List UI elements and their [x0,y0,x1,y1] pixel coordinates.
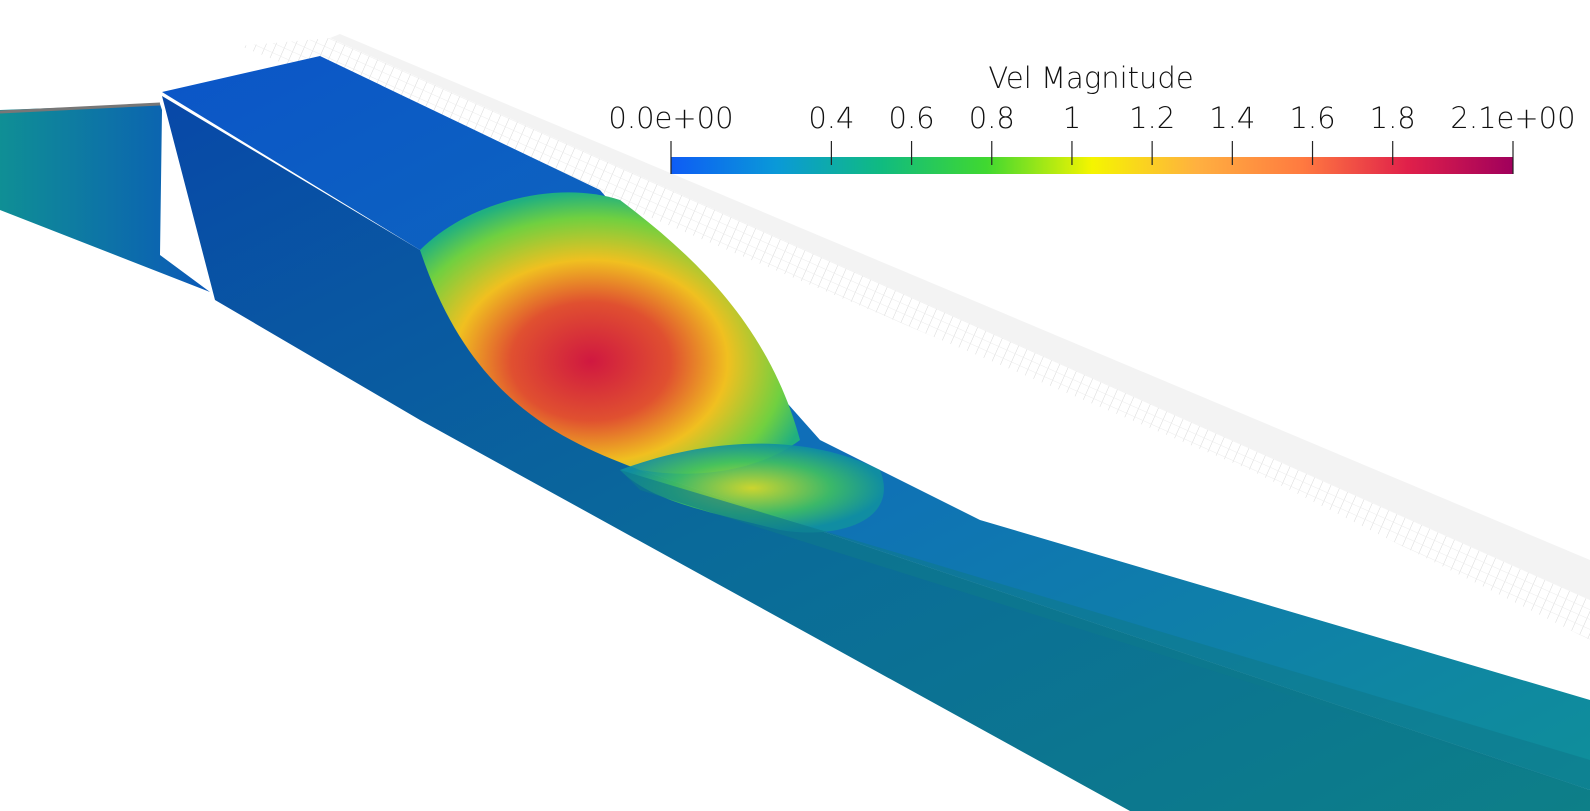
mesh-edge [330,34,1590,600]
tick-label: 1.8 [1370,101,1416,135]
pool [620,443,884,533]
tick-label: 1.2 [1129,101,1175,135]
tick-label: 2.1e+00 [1450,101,1575,135]
flume-side [162,96,1590,811]
tick-label: 1.4 [1209,101,1255,135]
colorbar [671,157,1513,174]
surge-front [420,192,800,474]
tick-label: 0.0e+00 [608,101,733,135]
inlet-edge [0,102,161,114]
downstream-flow [620,470,1590,790]
colorbar-title: Vel Magnitude [988,61,1193,95]
tick-label: 0.4 [808,101,854,135]
color-legend: Vel Magnitude 0.0e+00 2.1e+00 0.4 0.6 0.8 1 1.… [608,61,1576,174]
tick-label: 0.8 [969,101,1015,135]
tick-label: 1 [1063,101,1081,135]
tick-label: 1.6 [1289,101,1335,135]
tick-label: 0.6 [889,101,935,135]
inlet-channel [0,104,210,292]
